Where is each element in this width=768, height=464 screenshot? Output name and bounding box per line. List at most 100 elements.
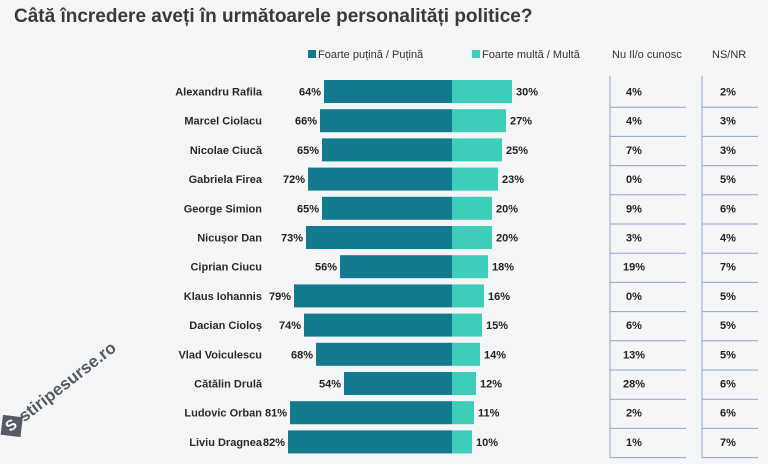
bar-high [452, 284, 484, 308]
bar-high [452, 167, 498, 191]
data-label-low: 65% [297, 145, 319, 157]
bar-low [294, 284, 452, 308]
data-label-high: 14% [484, 349, 506, 361]
bar-high [452, 342, 480, 366]
data-label-nsnr: 6% [720, 379, 736, 391]
bar-low [340, 255, 452, 279]
bar-low [306, 226, 452, 249]
bar-high [452, 430, 472, 454]
legend-label-low: Foarte puțină / Puțină [318, 49, 424, 61]
data-label-low: 81% [265, 408, 287, 420]
data-label-high: 20% [496, 203, 518, 215]
data-label-nsnr: 5% [720, 349, 736, 361]
bar-low [316, 342, 452, 366]
category-label: Cătălin Drulă [194, 379, 263, 391]
data-label-high: 10% [476, 437, 498, 449]
data-label-unknown: 28% [623, 379, 645, 391]
data-label-nsnr: 5% [720, 320, 736, 332]
data-label-unknown: 7% [626, 145, 642, 157]
category-label: Nicolae Ciucă [190, 145, 263, 157]
chart-rows: Alexandru Rafila 64% 30% 4% 2% Marcel Ciolacu… [175, 76, 758, 459]
data-label-high: 27% [510, 116, 532, 128]
data-label-nsnr: 5% [720, 174, 736, 186]
data-label-nsnr: 7% [720, 262, 736, 274]
bar-high [452, 138, 502, 162]
data-label-nsnr: 5% [720, 291, 736, 303]
data-label-low: 64% [299, 87, 321, 99]
bar-high [452, 80, 512, 103]
data-label-high: 30% [516, 87, 538, 99]
data-label-nsnr: 2% [720, 87, 736, 99]
bar-low [322, 196, 452, 220]
bar-high [452, 313, 482, 337]
category-label: Ciprian Ciucu [190, 262, 262, 274]
category-label: Liviu Dragnea [189, 437, 263, 449]
data-label-low: 66% [295, 116, 317, 128]
category-label: Vlad Voiculescu [178, 349, 262, 361]
data-label-nsnr: 7% [720, 437, 736, 449]
data-label-high: 18% [492, 262, 514, 274]
bar-high [452, 226, 492, 249]
bar-low [308, 167, 452, 191]
data-label-low: 74% [279, 320, 301, 332]
data-label-high: 15% [486, 320, 508, 332]
legend-swatch-low [308, 50, 316, 58]
data-label-low: 82% [263, 437, 285, 449]
data-label-unknown: 1% [626, 437, 642, 449]
legend-swatch-high [472, 50, 480, 58]
data-label-high: 20% [496, 233, 518, 245]
data-label-unknown: 0% [626, 291, 642, 303]
data-label-unknown: 0% [626, 174, 642, 186]
data-label-high: 25% [506, 145, 528, 157]
bar-low [344, 372, 452, 395]
bar-high [452, 372, 476, 395]
data-label-low: 79% [269, 291, 291, 303]
data-label-low: 65% [297, 203, 319, 215]
data-label-high: 12% [480, 379, 502, 391]
data-label-nsnr: 3% [720, 116, 736, 128]
data-label-low: 72% [283, 174, 305, 186]
bar-high [452, 255, 488, 279]
data-label-nsnr: 6% [720, 203, 736, 215]
category-label: Ludovic Orban [184, 408, 262, 420]
bar-high [452, 401, 474, 425]
data-label-high: 23% [502, 174, 524, 186]
legend: Foarte puțină / Puțină Foarte multă / Mu… [308, 49, 746, 61]
bar-low [288, 430, 452, 454]
chart-title: Câtă încredere aveți în următoarele pers… [14, 6, 533, 27]
column-header-nsnr: NS/NR [712, 49, 746, 61]
category-label: Marcel Ciolacu [184, 116, 262, 128]
bar-high [452, 109, 506, 133]
data-label-unknown: 19% [623, 262, 645, 274]
data-label-unknown: 9% [626, 203, 642, 215]
bar-low [324, 80, 452, 103]
data-label-unknown: 13% [623, 349, 645, 361]
bar-low [322, 138, 452, 162]
category-label: Klaus Iohannis [184, 291, 262, 303]
legend-label-high: Foarte multă / Multă [482, 49, 581, 61]
watermark-logo-icon: S [0, 414, 23, 438]
category-label: Dacian Cioloș [189, 320, 262, 332]
data-label-high: 11% [478, 408, 500, 420]
data-label-low: 68% [291, 349, 313, 361]
data-label-unknown: 4% [626, 87, 642, 99]
data-label-unknown: 6% [626, 320, 642, 332]
data-label-nsnr: 6% [720, 408, 736, 420]
bar-low [290, 401, 452, 425]
category-label: Alexandru Rafila [175, 87, 263, 99]
data-label-low: 56% [315, 262, 337, 274]
bar-high [452, 196, 492, 220]
data-label-low: 73% [281, 233, 303, 245]
data-label-nsnr: 4% [720, 233, 736, 245]
category-label: George Simion [184, 203, 263, 215]
data-label-unknown: 4% [626, 116, 642, 128]
data-label-nsnr: 3% [720, 145, 736, 157]
bar-low [304, 313, 452, 337]
category-label: Gabriela Firea [189, 174, 263, 186]
data-label-unknown: 3% [626, 233, 642, 245]
data-label-unknown: 2% [626, 408, 642, 420]
data-label-high: 16% [488, 291, 510, 303]
category-label: Nicușor Dan [197, 233, 262, 245]
column-header-unknown: Nu Il/o cunosc [612, 49, 682, 61]
